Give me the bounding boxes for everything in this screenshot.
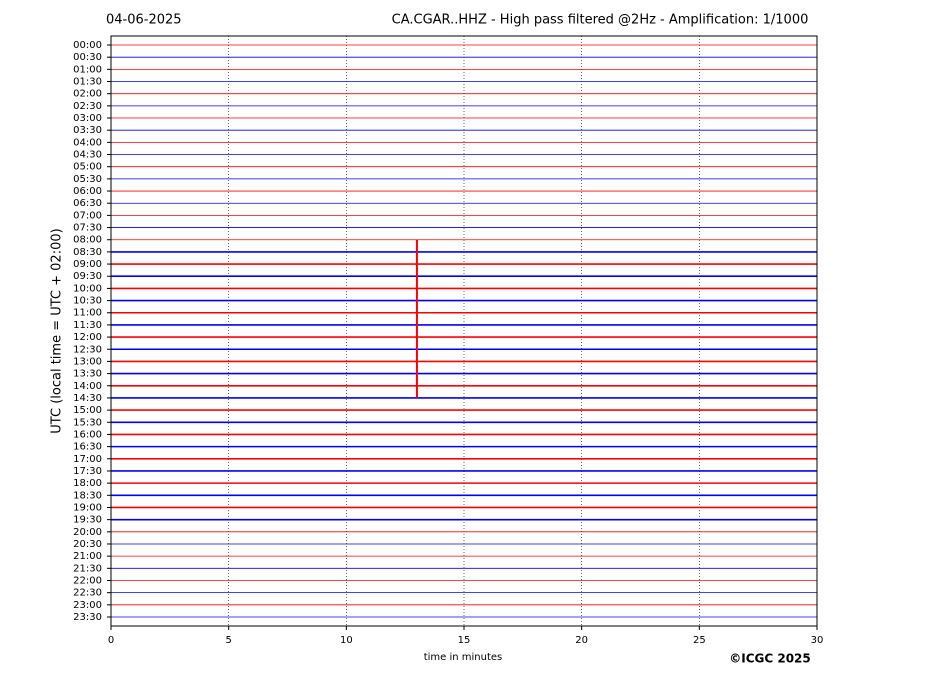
y-tick-label: 21:00 <box>73 551 102 562</box>
y-tick-label: 04:00 <box>73 137 102 148</box>
y-tick-label: 17:30 <box>73 466 102 477</box>
credit: ©ICGC 2025 <box>729 652 811 666</box>
x-tick-label: 30 <box>811 635 824 646</box>
y-tick-label: 16:30 <box>73 442 102 453</box>
y-tick-label: 10:00 <box>73 283 102 294</box>
y-tick-label: 18:30 <box>73 490 102 501</box>
y-tick-label: 13:00 <box>73 356 102 367</box>
y-tick-label: 05:30 <box>73 174 102 185</box>
y-tick-label: 12:00 <box>73 332 102 343</box>
y-tick-label: 00:30 <box>73 52 102 63</box>
y-tick-label: 13:30 <box>73 369 102 380</box>
y-tick-label: 19:00 <box>73 502 102 513</box>
y-tick-label: 18:00 <box>73 478 102 489</box>
y-tick-label: 19:30 <box>73 515 102 526</box>
y-tick-label: 21:30 <box>73 563 102 574</box>
y-tick-label: 07:30 <box>73 223 102 234</box>
y-tick-label: 08:30 <box>73 247 102 258</box>
y-tick-label: 07:00 <box>73 210 102 221</box>
y-tick-label: 23:30 <box>73 612 102 623</box>
y-tick-label: 01:00 <box>73 64 102 75</box>
date-title: 04-06-2025 <box>106 13 182 28</box>
y-tick-label: 03:00 <box>73 113 102 124</box>
y-tick-label: 02:30 <box>73 101 102 112</box>
y-tick-label: 22:00 <box>73 575 102 586</box>
x-tick-label: 5 <box>225 635 231 646</box>
chart-title: CA.CGAR..HHZ - High pass filtered @2Hz -… <box>392 13 809 28</box>
y-tick-label: 06:30 <box>73 198 102 209</box>
x-tick-label: 10 <box>340 635 353 646</box>
y-tick-label: 09:00 <box>73 259 102 270</box>
x-tick-label: 0 <box>108 635 114 646</box>
y-tick-label: 11:30 <box>73 320 102 331</box>
y-tick-label: 08:00 <box>73 235 102 246</box>
y-tick-label: 12:30 <box>73 344 102 355</box>
y-tick-label: 00:00 <box>73 40 102 51</box>
y-axis-label: UTC (local time = UTC + 02:00) <box>50 228 65 433</box>
y-tick-label: 01:30 <box>73 77 102 88</box>
y-tick-label: 14:00 <box>73 381 102 392</box>
y-tick-label: 06:00 <box>73 186 102 197</box>
y-tick-label: 14:30 <box>73 393 102 404</box>
y-tick-label: 15:30 <box>73 417 102 428</box>
y-tick-label: 10:30 <box>73 296 102 307</box>
x-axis-label: time in minutes <box>424 652 503 663</box>
x-tick-label: 20 <box>575 635 588 646</box>
y-tick-label: 09:30 <box>73 271 102 282</box>
x-tick-label: 15 <box>458 635 471 646</box>
y-tick-label: 03:30 <box>73 125 102 136</box>
y-tick-label: 05:00 <box>73 162 102 173</box>
y-tick-label: 22:30 <box>73 588 102 599</box>
plot-frame <box>110 35 818 627</box>
y-tick-label: 23:00 <box>73 600 102 611</box>
y-tick-label: 04:30 <box>73 150 102 161</box>
y-tick-label: 02:00 <box>73 89 102 100</box>
y-tick-label: 17:00 <box>73 454 102 465</box>
y-tick-label: 20:30 <box>73 539 102 550</box>
y-tick-label: 11:00 <box>73 308 102 319</box>
y-tick-label: 20:00 <box>73 527 102 538</box>
y-tick-label: 15:00 <box>73 405 102 416</box>
x-tick-label: 25 <box>693 635 706 646</box>
y-tick-label: 16:00 <box>73 429 102 440</box>
